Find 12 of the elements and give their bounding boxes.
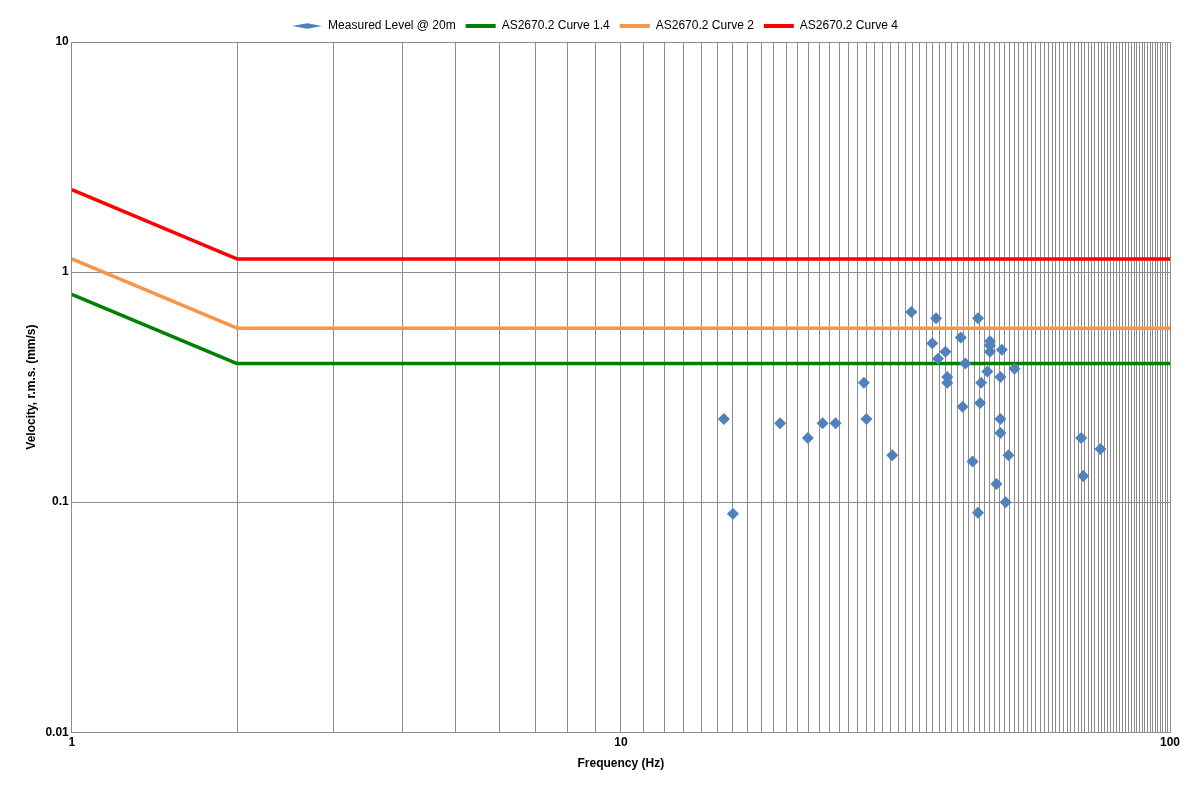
legend-label: AS2670.2 Curve 1.4 <box>501 18 611 33</box>
x-axis-title: Frequency (Hz) <box>577 756 665 771</box>
legend-label: AS2670.2 Curve 4 <box>799 18 899 33</box>
y-tick-label: 1 <box>62 264 70 279</box>
y-tick-label: 10 <box>55 34 70 49</box>
legend-label: Measured Level @ 20m <box>328 18 456 33</box>
y-tick-label: 0.01 <box>45 724 70 739</box>
x-tick-label: 100 <box>1159 734 1181 749</box>
y-axis-title: Velocity, r.m.s. (mm/s) <box>23 324 38 450</box>
y-tick-label: 0.1 <box>52 494 70 509</box>
x-tick-label: 10 <box>614 734 628 749</box>
legend-label: AS2670.2 Curve 2 <box>655 18 755 33</box>
